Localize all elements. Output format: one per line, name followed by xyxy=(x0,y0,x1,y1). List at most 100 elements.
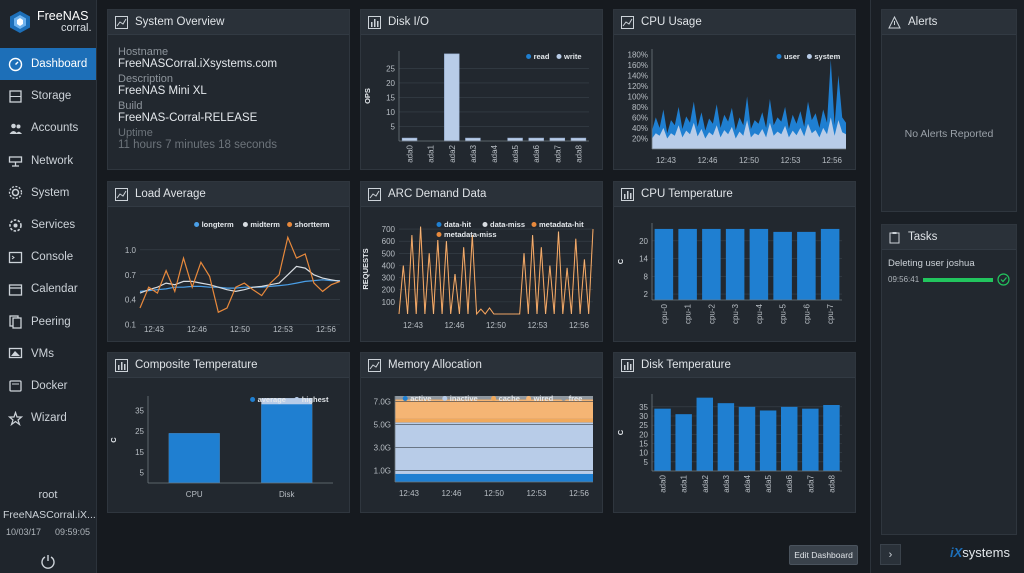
bar[interactable] xyxy=(528,137,544,142)
nav-item-storage[interactable]: Storage xyxy=(0,80,96,112)
bar[interactable] xyxy=(401,137,418,142)
tasks-panel: Tasks Deleting user joshua 09:56:41 xyxy=(881,224,1017,535)
username: root xyxy=(38,489,58,501)
y-tick-label: 5 xyxy=(644,458,649,467)
bar[interactable] xyxy=(678,228,697,300)
widget-disk-temperature[interactable]: Disk Temperature 5 10 15 20 25 30 35 ada0 ada1 ad… xyxy=(613,352,856,513)
x-tick-label: cpu-6 xyxy=(802,303,811,324)
bar[interactable] xyxy=(654,408,671,471)
bar[interactable] xyxy=(654,228,674,300)
y-tick-label: 15 xyxy=(135,448,144,457)
legend-label: system xyxy=(814,52,840,61)
nav-item-system[interactable]: System xyxy=(0,177,96,209)
legend-swatch xyxy=(250,397,256,402)
x-tick-label: ada2 xyxy=(448,144,457,162)
legend-swatch xyxy=(491,396,497,401)
bar[interactable] xyxy=(797,231,816,300)
chart-line-icon xyxy=(115,15,128,29)
widget-disk-io[interactable]: Disk I/O 5 10 15 20 25 ada0 ada1 ada2 ada3 ada4 ad… xyxy=(360,9,603,170)
area-active[interactable] xyxy=(395,473,593,482)
peering-icon xyxy=(7,314,23,330)
y-tick-label: 0.7 xyxy=(125,271,137,280)
area-cache[interactable] xyxy=(395,418,593,423)
field-label: Hostname xyxy=(118,46,169,58)
bar[interactable] xyxy=(725,228,745,300)
nav-item-docker[interactable]: Docker xyxy=(0,370,96,402)
bar[interactable] xyxy=(802,408,819,471)
x-tick-label: 12:56 xyxy=(316,325,337,334)
widget-title: Composite Temperature xyxy=(135,359,258,371)
x-tick-label: ada7 xyxy=(553,144,562,162)
legend-label: free xyxy=(569,394,583,403)
x-tick-label: ada8 xyxy=(574,144,583,162)
y-tick-label: 8 xyxy=(644,272,649,281)
bar[interactable] xyxy=(749,228,769,300)
widget-memory-allocation[interactable]: Memory Allocation 1.0G 3.0G 5.0G 7.0G 12:43 1… xyxy=(360,352,603,513)
tasks-title: Tasks xyxy=(908,231,938,243)
y-tick-label: 25 xyxy=(135,427,144,436)
bar[interactable] xyxy=(759,410,777,472)
area-system[interactable] xyxy=(652,117,846,149)
nav-item-network[interactable]: Network xyxy=(0,145,96,177)
y-tick-label: 5 xyxy=(140,469,145,478)
cpu-usage-chart: 20%40% 60%80% 100%120% 140%160% 180% 12:43 12:… xyxy=(628,49,846,165)
y-tick-label: 3.0G xyxy=(374,444,391,453)
field-label: Uptime xyxy=(118,127,153,139)
widget-system-overview[interactable]: System Overview Hostname FreeNASCorral.iX… xyxy=(107,9,350,170)
system-info: Hostname FreeNASCorral.iXsystems.com Descr… xyxy=(108,35,349,161)
area-wired[interactable] xyxy=(395,399,593,419)
nav-item-dashboard[interactable]: Dashboard xyxy=(0,48,96,81)
task-progress-bar xyxy=(923,277,993,282)
field-value: FreeNAS Mini XL xyxy=(118,85,207,97)
bar[interactable] xyxy=(773,231,792,300)
widget-cpu-usage[interactable]: CPU Usage 20% 40% 60% 80% 100% 120% 140% 160% 18… xyxy=(613,9,856,170)
area-inactive[interactable] xyxy=(395,422,593,474)
x-tick-label: 12:50 xyxy=(230,325,251,334)
expand-panel-button[interactable]: › xyxy=(880,544,901,565)
nav-item-label: Calendar xyxy=(31,283,78,296)
bar[interactable] xyxy=(570,137,587,142)
widget-load-average[interactable]: Load Average 0.1 0.4 0.7 1.0 12:43 12:46 12:50… xyxy=(107,181,350,342)
y-tick-label: 15 xyxy=(639,440,648,449)
area-user[interactable] xyxy=(652,59,846,150)
line-midterm[interactable] xyxy=(139,265,341,294)
bar[interactable] xyxy=(717,403,735,471)
widget-arc-demand[interactable]: ARC Demand Data 100 200 300 400 500 600 700 12:… xyxy=(360,181,603,342)
bar[interactable] xyxy=(675,414,692,471)
y-tick-label: 120% xyxy=(628,82,648,91)
freenas-logo[interactable]: FreeNAS corral. xyxy=(0,0,96,44)
bar[interactable] xyxy=(465,137,481,142)
bar-average[interactable] xyxy=(168,433,220,483)
nav-item-peering[interactable]: Peering xyxy=(0,306,96,338)
power-icon[interactable] xyxy=(40,553,56,569)
nav-item-services[interactable]: Services xyxy=(0,209,96,241)
y-tick-label: 80% xyxy=(632,103,648,112)
y-tick-label: 10 xyxy=(639,449,648,458)
legend-label: active xyxy=(410,394,431,403)
legend-swatch xyxy=(436,232,442,237)
line-shortterm[interactable] xyxy=(139,235,341,314)
y-tick-label: 1.0G xyxy=(374,467,391,476)
nav-item-accounts[interactable]: Accounts xyxy=(0,112,96,144)
edit-dashboard-button[interactable]: Edit Dashboard xyxy=(789,545,858,565)
bar[interactable] xyxy=(696,397,714,471)
bar[interactable] xyxy=(823,405,840,471)
nav-item-wizard[interactable]: Wizard xyxy=(0,402,96,434)
task-item[interactable]: Deleting user joshua 09:56:41 xyxy=(882,250,1016,286)
current-time: 09:59:05 xyxy=(54,527,90,537)
nav-item-vms[interactable]: VMs xyxy=(0,338,96,370)
bar[interactable] xyxy=(444,53,460,142)
bar-average[interactable] xyxy=(261,404,313,483)
bar[interactable] xyxy=(738,406,756,471)
bar[interactable] xyxy=(507,137,523,142)
nav-item-calendar[interactable]: Calendar xyxy=(0,273,96,305)
bar[interactable] xyxy=(780,406,798,471)
widget-cpu-temperature[interactable]: CPU Temperature 2 8 14 20 cpu-0 cpu-1 cpu-2 cpu… xyxy=(613,181,856,342)
bar[interactable] xyxy=(549,137,566,142)
bar[interactable] xyxy=(702,228,721,300)
bar[interactable] xyxy=(820,228,840,300)
x-tick-label: 12:50 xyxy=(484,489,505,498)
nav-item-console[interactable]: Console xyxy=(0,241,96,273)
brand-subname: corral. xyxy=(61,22,92,34)
